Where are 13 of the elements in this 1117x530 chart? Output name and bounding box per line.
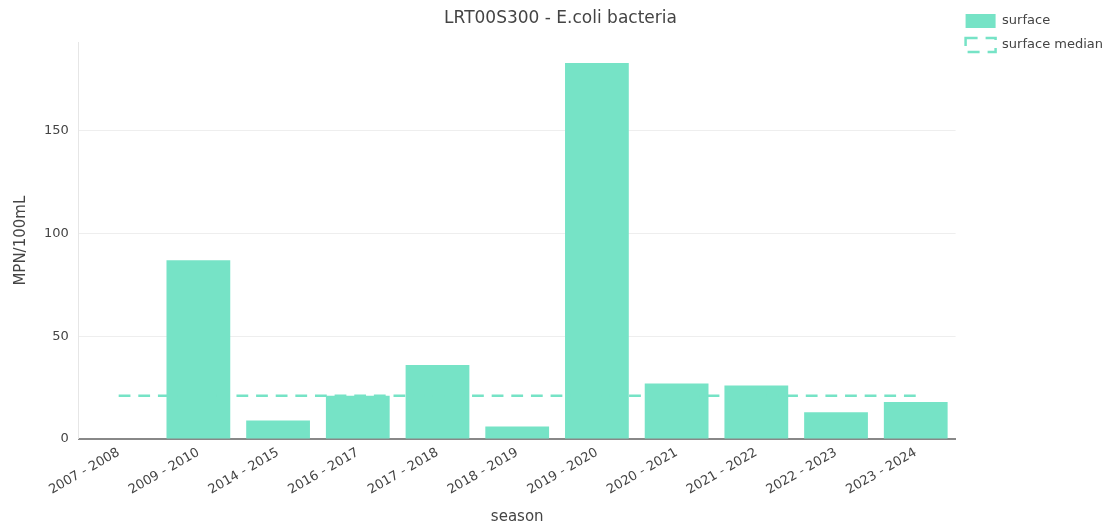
bar bbox=[246, 420, 310, 439]
y-axis-title: MPN/100mL bbox=[10, 195, 29, 286]
legend-label: surface bbox=[1002, 12, 1051, 28]
x-axis-title: season bbox=[490, 506, 544, 525]
bar bbox=[883, 401, 948, 439]
bar bbox=[804, 412, 868, 439]
y-tick-label: 100 bbox=[43, 224, 69, 240]
legend-label: surface median bbox=[1002, 36, 1104, 52]
y-tick-label: 0 bbox=[60, 430, 69, 446]
bar bbox=[485, 426, 550, 439]
y-tick-label: 50 bbox=[52, 327, 69, 343]
y-tick-label: 150 bbox=[43, 122, 69, 138]
chart-title: LRT00S300 - E.coli bacteria bbox=[444, 6, 677, 27]
